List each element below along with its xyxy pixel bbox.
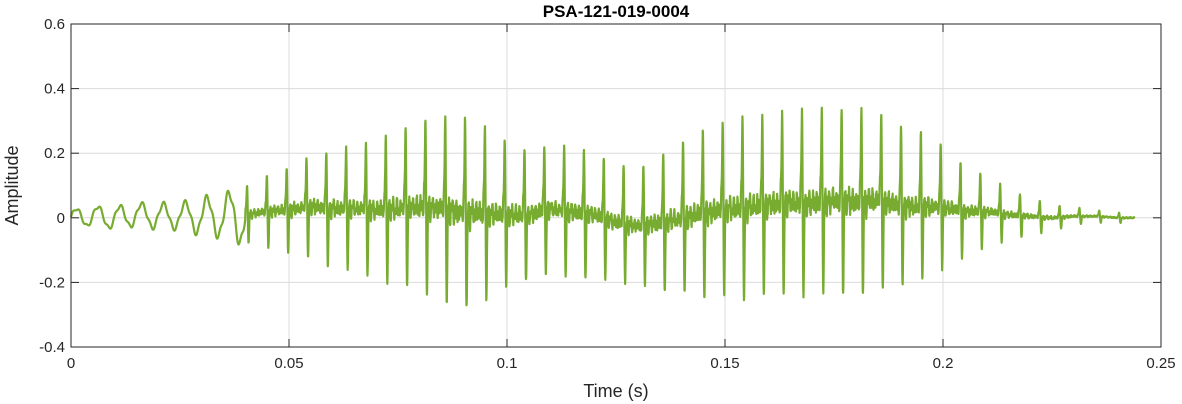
- signal-layer: [69, 106, 1136, 307]
- grid: [70, 23, 1162, 348]
- x-tick-label: 0: [67, 355, 75, 372]
- x-tick-label: 0.15: [710, 355, 739, 372]
- y-tick-label: 0.2: [44, 145, 65, 162]
- y-tick-label: -0.2: [39, 274, 65, 291]
- plot-area-frame: [70, 23, 1162, 348]
- y-tick-label: 0.4: [44, 81, 65, 98]
- x-axis-label: Time (s): [583, 381, 648, 401]
- chart-title: PSA-121-019-0004: [543, 2, 690, 21]
- x-tick-label: 0.1: [497, 355, 518, 372]
- y-axis-label: Amplitude: [2, 145, 22, 225]
- amplitude-series-line: [69, 106, 1136, 307]
- y-tick-label: -0.4: [39, 339, 65, 356]
- x-tick-label: 0.2: [933, 355, 954, 372]
- axis-ticks: 0 0.05 0.1 0.15 0.2 0.25 -0.4 -0.2 0 0.2 0.4 0.6: [39, 16, 1175, 372]
- x-tick-label: 0.25: [1146, 355, 1175, 372]
- y-tick-label: 0: [57, 210, 65, 227]
- y-tick-label: 0.6: [44, 16, 65, 33]
- x-tick-label: 0.05: [274, 355, 303, 372]
